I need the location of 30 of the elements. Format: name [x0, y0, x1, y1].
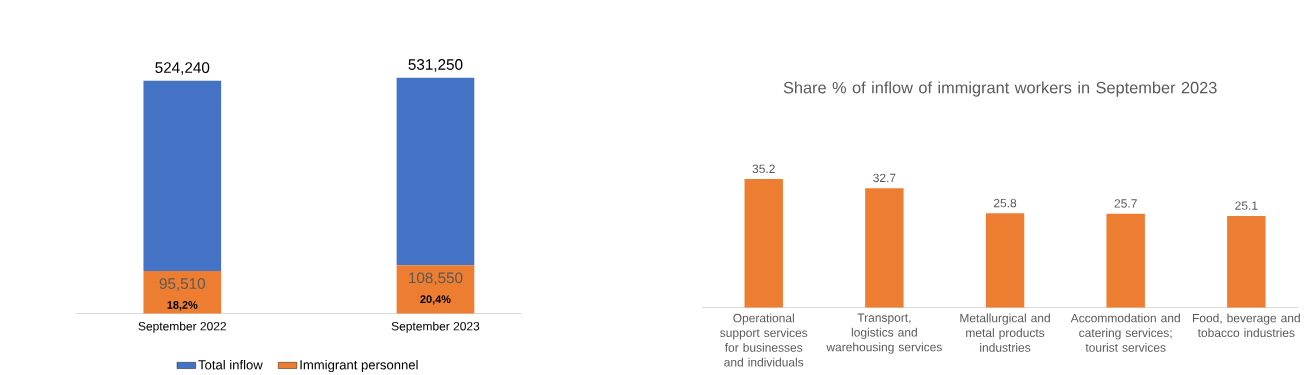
data-label: 25.1: [1235, 201, 1258, 210]
data-label: 95,510: [159, 278, 206, 291]
legend-label: Immigrant personnel: [300, 359, 418, 372]
legend-label: Total inflow: [198, 359, 263, 370]
x-tick-label: Transport, logistics and warehousing services: [826, 313, 942, 354]
bar: [985, 213, 1025, 308]
x-tick-label: September 2023: [391, 321, 480, 333]
chart-title: Share % of inflow of immigrant workers in September 2023: [783, 81, 1217, 97]
data-label: 25.7: [1114, 199, 1137, 208]
data-label: 32.7: [873, 173, 896, 182]
annotation: 18,2%: [167, 300, 198, 311]
data-label: 108,550: [409, 272, 463, 285]
total-label: 524,240: [155, 62, 210, 75]
bar: [396, 77, 475, 266]
x-tick-label: Accommodation and catering services; tourist services: [1070, 313, 1180, 352]
bar: [744, 178, 783, 308]
annotation: 20,4%: [420, 295, 451, 305]
bar: [1106, 213, 1145, 308]
bar: [1227, 215, 1266, 308]
x-tick-label: Operational support services for businesses and individuals: [720, 313, 808, 367]
x-tick-label: Food, beverage and tobacco industries: [1192, 313, 1300, 337]
bar: [143, 270, 222, 314]
data-label: 25.8: [993, 198, 1017, 208]
x-tick-label: Metallurgical and metal products industries: [960, 313, 1050, 352]
x-tick-label: September 2022: [138, 321, 226, 333]
bar: [396, 265, 475, 314]
bar: [865, 187, 904, 308]
total-label: 531,250: [408, 58, 463, 72]
data-label: 35.2: [752, 164, 775, 173]
bar: [143, 80, 222, 271]
